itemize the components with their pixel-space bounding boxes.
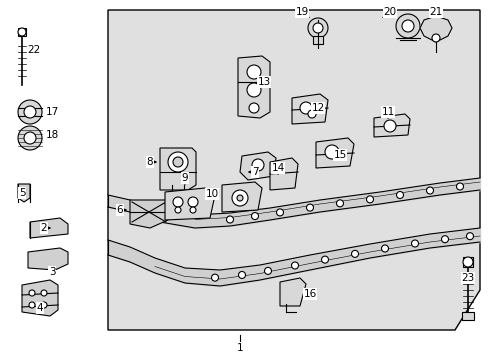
Circle shape	[321, 256, 328, 263]
Polygon shape	[160, 148, 196, 190]
Circle shape	[173, 197, 183, 207]
Bar	[18, 28, 26, 36]
Circle shape	[173, 157, 183, 167]
Circle shape	[441, 236, 447, 243]
Polygon shape	[291, 94, 327, 124]
Text: 23: 23	[461, 273, 474, 283]
Text: 19: 19	[295, 7, 308, 17]
Polygon shape	[269, 158, 297, 190]
Bar	[461, 312, 473, 320]
Bar	[312, 36, 323, 44]
Circle shape	[175, 207, 181, 213]
Circle shape	[18, 126, 42, 150]
Polygon shape	[18, 184, 30, 202]
Circle shape	[187, 197, 198, 207]
Text: 13: 13	[257, 77, 270, 87]
Circle shape	[325, 145, 338, 159]
Text: 21: 21	[428, 7, 442, 17]
Circle shape	[307, 18, 327, 38]
Circle shape	[237, 195, 243, 201]
Polygon shape	[222, 182, 262, 212]
Circle shape	[231, 190, 247, 206]
Text: 18: 18	[45, 130, 59, 140]
Circle shape	[24, 132, 36, 144]
Circle shape	[381, 245, 387, 252]
Text: 1: 1	[236, 343, 243, 353]
Polygon shape	[22, 280, 58, 316]
Circle shape	[401, 20, 413, 32]
Polygon shape	[280, 278, 305, 306]
Polygon shape	[108, 10, 479, 330]
Polygon shape	[28, 248, 68, 270]
Circle shape	[29, 290, 35, 296]
Circle shape	[291, 262, 298, 269]
Circle shape	[190, 207, 196, 213]
Text: 17: 17	[45, 107, 59, 117]
Polygon shape	[373, 114, 409, 137]
Text: 8: 8	[146, 157, 153, 167]
Text: 15: 15	[333, 150, 346, 160]
Text: 12: 12	[311, 103, 324, 113]
Circle shape	[426, 187, 433, 194]
Circle shape	[312, 23, 323, 33]
Circle shape	[366, 196, 373, 203]
Text: 4: 4	[37, 303, 43, 313]
Polygon shape	[315, 138, 353, 168]
Circle shape	[336, 200, 343, 207]
Circle shape	[226, 216, 233, 223]
Circle shape	[211, 274, 218, 281]
Polygon shape	[130, 200, 168, 228]
Circle shape	[246, 65, 261, 79]
Polygon shape	[238, 56, 269, 118]
Circle shape	[351, 250, 358, 257]
Text: 16: 16	[303, 289, 316, 299]
Circle shape	[456, 183, 463, 190]
Text: 5: 5	[19, 188, 25, 198]
Polygon shape	[164, 188, 215, 220]
Text: 2: 2	[41, 223, 47, 233]
Circle shape	[251, 212, 258, 220]
Circle shape	[24, 106, 36, 118]
Polygon shape	[419, 16, 451, 42]
Circle shape	[299, 102, 311, 114]
Text: 10: 10	[205, 189, 218, 199]
Circle shape	[246, 83, 261, 97]
Circle shape	[395, 14, 419, 38]
Circle shape	[411, 240, 418, 247]
Text: 7: 7	[251, 167, 258, 177]
Circle shape	[29, 302, 35, 308]
Circle shape	[276, 209, 283, 216]
Circle shape	[41, 302, 47, 308]
Text: 22: 22	[27, 45, 41, 55]
Circle shape	[462, 257, 472, 267]
Circle shape	[41, 290, 47, 296]
Text: 9: 9	[182, 173, 188, 183]
Text: 3: 3	[49, 267, 55, 277]
Circle shape	[168, 152, 187, 172]
Circle shape	[306, 204, 313, 211]
Bar	[462, 257, 472, 267]
Text: 6: 6	[117, 205, 123, 215]
Circle shape	[238, 271, 245, 279]
Text: 20: 20	[383, 7, 396, 17]
Circle shape	[383, 120, 395, 132]
Circle shape	[396, 192, 403, 198]
Circle shape	[264, 267, 271, 274]
Circle shape	[18, 100, 42, 124]
Text: 14: 14	[271, 163, 284, 173]
Circle shape	[466, 233, 472, 240]
Circle shape	[251, 159, 264, 171]
Circle shape	[18, 28, 26, 36]
Circle shape	[248, 103, 259, 113]
Circle shape	[307, 110, 315, 118]
Text: 11: 11	[381, 107, 394, 117]
Polygon shape	[30, 218, 68, 238]
Polygon shape	[240, 152, 275, 180]
Circle shape	[431, 34, 439, 42]
